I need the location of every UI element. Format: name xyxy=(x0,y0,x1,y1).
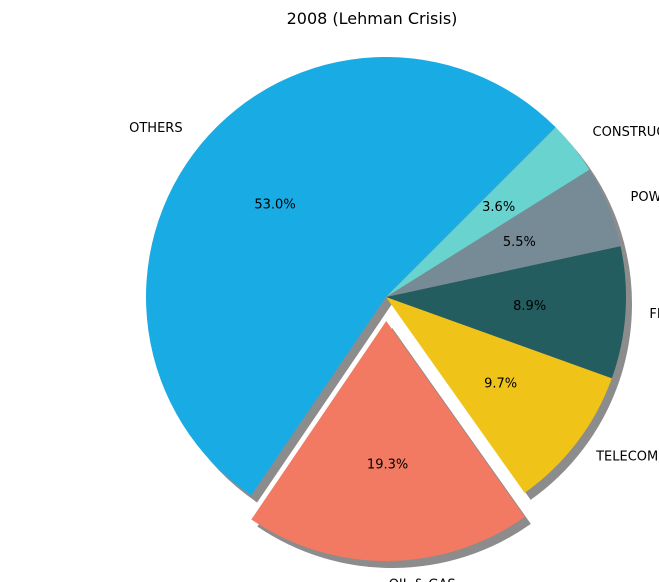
slice-construction xyxy=(386,127,590,297)
slice-label-others: OTHERS xyxy=(129,121,182,136)
slice-pct-power: 5.5% xyxy=(503,235,536,250)
chart-title: 2008 (Lehman Crisis) xyxy=(287,9,458,28)
slice-pct-telecom: 9.7% xyxy=(484,377,517,392)
slice-financial-services xyxy=(386,246,627,379)
slice-label-financial-services: FINANCIAL SERVICES xyxy=(649,307,659,322)
slice-pct-financial-services: 8.9% xyxy=(513,299,546,314)
slice-label-oil-gas: OIL & GAS xyxy=(389,577,456,582)
labels-group: 53.0% OTHERS 19.3% OIL & GAS 9.7% TELECOM 8.9%… xyxy=(129,121,659,582)
slice-others xyxy=(146,57,556,496)
slice-label-telecom: TELECOM xyxy=(595,449,658,464)
slice-oil-gas xyxy=(251,320,525,561)
slices-group xyxy=(146,57,627,561)
slice-telecom xyxy=(386,297,612,493)
slice-power xyxy=(386,169,621,297)
slice-label-construction: CONSTRUCTION xyxy=(593,125,659,140)
slice-label-power: POWER xyxy=(631,190,659,205)
slice-pct-others: 53.0% xyxy=(254,198,295,213)
slice-pct-oil-gas: 19.3% xyxy=(367,457,408,472)
slice-pct-construction: 3.6% xyxy=(482,200,515,215)
